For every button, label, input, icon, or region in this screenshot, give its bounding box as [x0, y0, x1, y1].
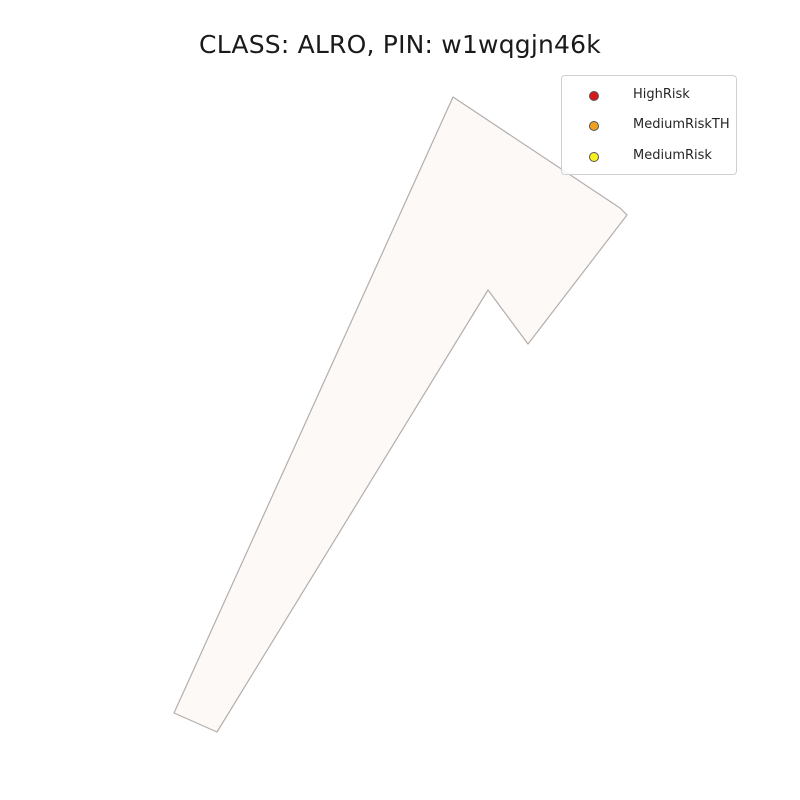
legend-marker-mediumrisk: [589, 152, 599, 162]
legend-label-highrisk: HighRisk: [633, 87, 690, 102]
legend-marker-mediumriskth: [589, 121, 599, 131]
legend-marker-highrisk: [589, 91, 599, 101]
legend-item-highrisk: HighRisk: [562, 86, 736, 106]
legend-item-mediumrisk: MediumRisk: [562, 147, 736, 167]
legend-label-mediumrisk: MediumRisk: [633, 148, 712, 163]
map-title: CLASS: ALRO, PIN: w1wqgjn46k: [199, 30, 601, 59]
parcel-polygon[interactable]: [173, 96, 628, 733]
legend-label-mediumriskth: MediumRiskTH: [633, 117, 730, 132]
legend-item-mediumriskth: MediumRiskTH: [562, 116, 736, 136]
map-legend: HighRisk MediumRiskTH MediumRisk: [561, 75, 737, 175]
